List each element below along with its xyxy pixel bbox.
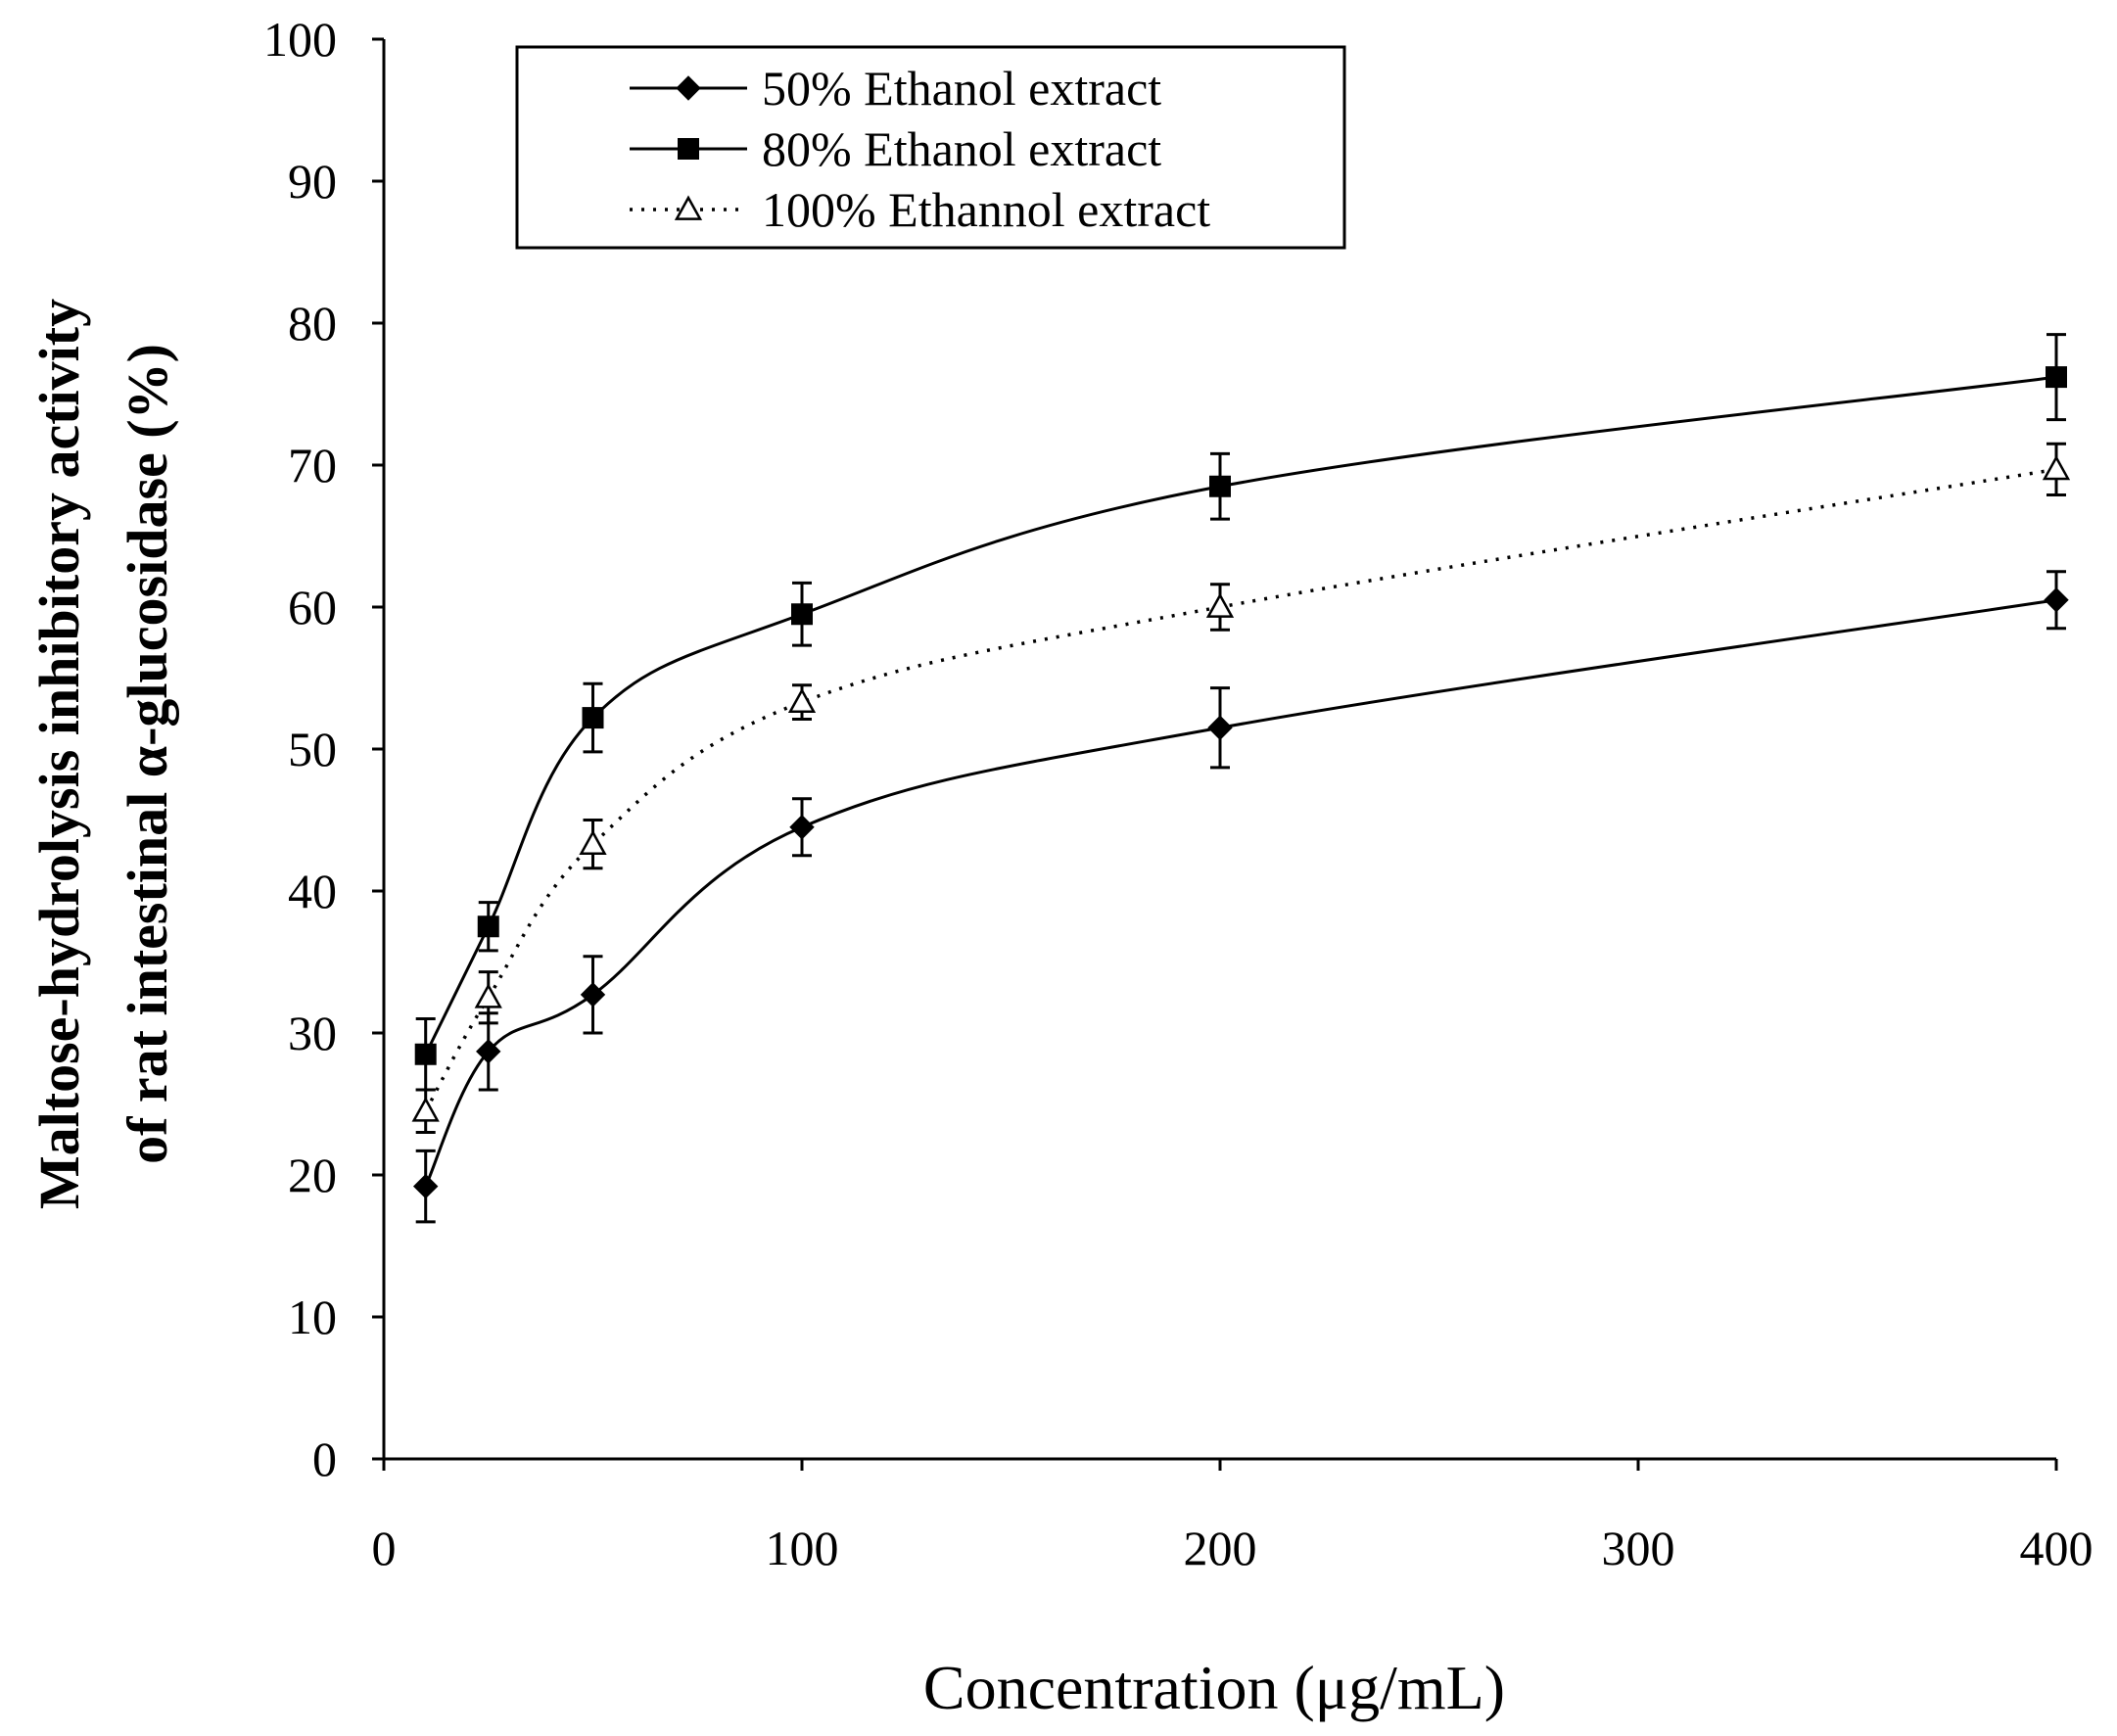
data-point-diamond — [1207, 715, 1233, 740]
y-tick-label: 0 — [312, 1431, 337, 1486]
data-point-diamond — [412, 1173, 439, 1199]
y-tick-label: 90 — [288, 154, 337, 209]
series-line — [424, 598, 2057, 1188]
legend-label: 50% Ethanol extract — [762, 61, 1161, 116]
y-tick-label: 30 — [288, 1006, 337, 1060]
x-tick-label: 200 — [1184, 1521, 1257, 1575]
legend-label: 80% Ethanol extract — [762, 121, 1161, 176]
data-point-triangle — [411, 1097, 440, 1122]
data-point-diamond — [476, 1039, 501, 1064]
y-axis-title-line2: of rat intestinal α-glucosidase (%) — [116, 344, 179, 1164]
series-line — [424, 467, 2057, 1112]
axes: 0 10 20 30 40 50 60 70 80 90 100 0 100 200 300 400 — [263, 12, 2093, 1575]
data-point-square — [791, 603, 813, 626]
data-point-diamond — [2044, 587, 2069, 613]
series-diamond — [412, 570, 2069, 1224]
data-point-square — [582, 707, 604, 729]
data-point-diamond — [789, 815, 815, 840]
data-point-square — [678, 138, 699, 160]
data-point-triangle — [579, 829, 607, 855]
x-tick-label: 300 — [1602, 1521, 1675, 1575]
y-tick-label: 70 — [288, 438, 337, 493]
y-tick-label: 80 — [288, 296, 337, 351]
y-tick-label: 20 — [288, 1148, 337, 1202]
y-tick-label: 60 — [288, 580, 337, 634]
series-square — [414, 333, 2067, 1092]
y-tick-label: 40 — [288, 864, 337, 918]
x-tick-label: 400 — [2020, 1521, 2093, 1575]
x-axis-title: Concentration (μg/mL) — [923, 1653, 1505, 1722]
legend-label: 100% Ethannol extract — [762, 182, 1210, 237]
data-point-triangle — [787, 687, 817, 713]
series-line — [424, 375, 2057, 1056]
y-tick-label: 50 — [288, 722, 337, 776]
plot-area — [411, 333, 2071, 1224]
data-point-triangle — [2042, 454, 2071, 481]
data-point-square — [477, 915, 499, 938]
data-point-triangle — [1205, 592, 1235, 618]
y-tick-label: 100 — [263, 12, 337, 67]
data-point-triangle — [674, 195, 703, 220]
data-point-triangle — [474, 983, 502, 1009]
data-point-diamond — [580, 982, 606, 1008]
data-point-diamond — [676, 75, 701, 101]
y-tick-label: 10 — [288, 1290, 337, 1344]
data-point-square — [2046, 366, 2067, 389]
y-axis-title-line1: Maltose-hydrolysis inhibitory activity — [27, 299, 91, 1209]
data-point-square — [414, 1043, 437, 1065]
x-tick-label: 100 — [766, 1521, 839, 1575]
series-triangle-open — [411, 442, 2071, 1134]
x-tick-label: 0 — [372, 1521, 397, 1575]
data-point-square — [1209, 475, 1231, 497]
